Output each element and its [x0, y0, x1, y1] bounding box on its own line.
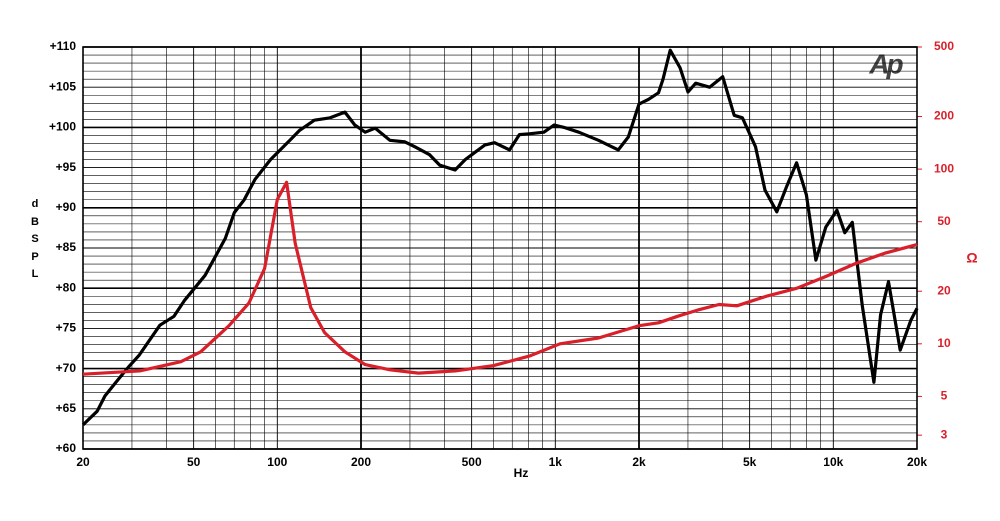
x-tick-label: 20k	[907, 455, 927, 469]
plot-frame	[82, 46, 918, 450]
y-tick-label: +80	[56, 280, 77, 294]
y-tick-label: +60	[56, 441, 77, 455]
y-tick-label: +65	[56, 401, 77, 415]
series-line	[82, 180, 918, 376]
logo: Ap	[868, 48, 903, 79]
x-tick-label: 10k	[823, 455, 843, 469]
x-tick-label: 50	[187, 455, 201, 469]
y2-tick-label: 3	[941, 427, 948, 441]
x-tick-label: 5k	[743, 455, 757, 469]
x-tick-label: 20	[76, 455, 90, 469]
x-tick-label: 200	[351, 455, 371, 469]
y-tick-label: +90	[56, 200, 77, 214]
y-axis-label: dB SPL	[31, 198, 43, 280]
y-tick-label: +70	[56, 361, 77, 375]
y2-tick-label: 50	[937, 214, 951, 228]
y2-tick-label: 5	[941, 389, 948, 403]
x-tick-label: 2k	[632, 455, 646, 469]
y-tick-label: +110	[50, 39, 77, 53]
y2-tick-label: 500	[934, 39, 954, 53]
y2-tick-label: 10	[937, 336, 951, 350]
x-tick-label: 1k	[549, 455, 563, 469]
y-tick-label: +85	[56, 240, 77, 254]
y2-axis-label: Ω	[966, 250, 977, 266]
y2-tick-label: 200	[934, 109, 954, 123]
y2-tick-label: 20	[937, 283, 951, 297]
x-axis-label: Hz	[514, 466, 529, 480]
y-tick-label: +95	[56, 160, 77, 174]
y-tick-label: +105	[49, 79, 76, 93]
series-line	[81, 48, 919, 427]
y2-tick-label: 100	[934, 161, 954, 175]
y-tick-label: +100	[49, 120, 76, 134]
x-tick-label: 500	[462, 455, 482, 469]
x-tick-label: 100	[267, 455, 287, 469]
y-tick-label: +75	[56, 321, 77, 335]
